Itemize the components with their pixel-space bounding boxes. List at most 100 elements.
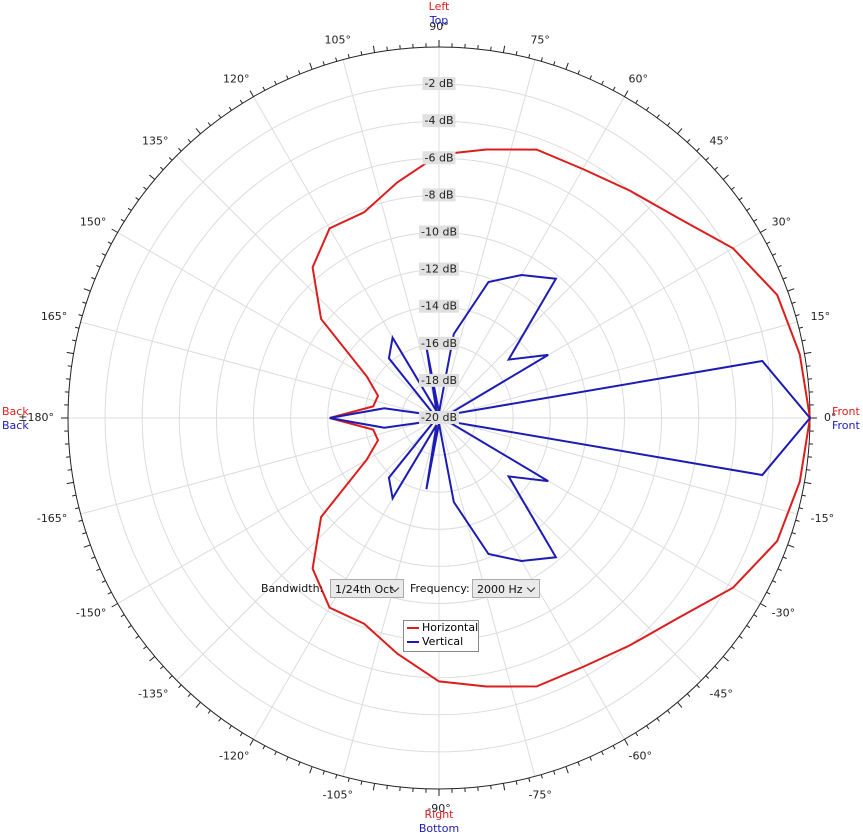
minor-tick xyxy=(589,75,592,80)
minor-tick xyxy=(107,241,112,245)
angle-tick-label: -30° xyxy=(772,607,795,620)
frequency-select[interactable]: 2000 Hz xyxy=(472,579,540,598)
minor-tick xyxy=(195,701,201,708)
minor-tick xyxy=(135,635,140,639)
legend-label: Vertical xyxy=(422,635,464,648)
angle-tick-label: 45° xyxy=(709,135,729,148)
angle-tick-label: -60° xyxy=(629,750,652,763)
minor-tick xyxy=(143,186,147,190)
minor-tick xyxy=(66,481,74,485)
minor-tick xyxy=(335,57,338,62)
minor-tick xyxy=(787,544,795,548)
minor-tick xyxy=(502,45,506,53)
minor-tick xyxy=(686,693,691,698)
angle-tick-label: -150° xyxy=(76,607,106,620)
minor-tick xyxy=(782,277,787,280)
r-tick-bg xyxy=(419,225,459,239)
minor-tick xyxy=(372,45,376,53)
minor-tick xyxy=(656,717,660,722)
minor-tick xyxy=(96,265,101,268)
grid-spoke xyxy=(342,59,440,419)
minor-tick xyxy=(777,265,782,268)
angle-tick-label: -120° xyxy=(219,750,249,763)
minor-tick xyxy=(83,288,91,292)
minor-tick xyxy=(686,138,691,143)
minor-tick xyxy=(791,301,796,304)
minor-tick xyxy=(386,46,388,51)
minor-tick xyxy=(82,301,87,304)
minor-tick xyxy=(347,777,350,782)
minor-tick xyxy=(298,761,301,766)
minor-tick xyxy=(262,86,266,91)
direction-label: Front xyxy=(832,405,861,418)
minor-tick xyxy=(515,780,518,785)
minor-tick xyxy=(804,351,812,355)
r-tick-bg xyxy=(422,114,456,128)
minor-tick xyxy=(91,277,96,280)
minor-tick xyxy=(553,770,556,775)
minor-tick xyxy=(72,339,77,342)
minor-tick xyxy=(635,732,639,737)
minor-tick xyxy=(753,218,758,222)
minor-tick xyxy=(101,580,106,583)
minor-tick xyxy=(127,625,132,629)
minor-tick xyxy=(635,99,639,104)
minor-tick xyxy=(565,766,569,774)
minor-tick xyxy=(782,556,787,559)
minor-tick xyxy=(75,507,80,510)
r-tick-bg xyxy=(419,411,459,424)
minor-tick xyxy=(83,544,91,548)
minor-tick xyxy=(228,106,232,111)
bandwidth-select[interactable]: 1/24th Oct xyxy=(330,579,404,598)
minor-tick xyxy=(502,783,506,791)
minor-tick xyxy=(187,693,192,698)
minor-tick xyxy=(528,777,531,782)
minor-tick xyxy=(120,614,125,618)
minor-tick xyxy=(249,739,254,746)
grid-spoke xyxy=(117,232,440,419)
minor-tick xyxy=(746,207,751,211)
minor-tick xyxy=(67,365,72,367)
minor-tick xyxy=(738,635,743,639)
minor-tick xyxy=(78,519,83,522)
minor-tick xyxy=(111,228,118,233)
minor-tick xyxy=(760,603,767,608)
minor-tick xyxy=(168,675,173,679)
minor-tick xyxy=(274,80,277,85)
minor-tick xyxy=(239,732,243,737)
minor-tick xyxy=(795,519,800,522)
grid-spoke xyxy=(176,155,440,419)
minor-tick xyxy=(801,339,806,342)
angle-tick-label: 105° xyxy=(325,33,352,46)
minor-tick xyxy=(309,62,313,70)
minor-tick xyxy=(72,494,77,497)
minor-tick xyxy=(772,580,777,583)
minor-tick xyxy=(111,603,118,608)
r-tick-bg xyxy=(422,77,456,91)
minor-tick xyxy=(490,46,492,51)
minor-tick xyxy=(772,253,777,256)
minor-tick xyxy=(249,90,254,97)
angle-tick-label: -45° xyxy=(709,687,732,700)
minor-tick xyxy=(159,166,164,171)
minor-tick xyxy=(601,80,604,85)
minor-tick xyxy=(565,62,569,70)
minor-tick xyxy=(159,665,164,670)
minor-tick xyxy=(806,469,811,471)
minor-tick xyxy=(66,351,74,355)
direction-label: Left xyxy=(429,0,450,13)
minor-tick xyxy=(731,646,735,650)
minor-tick xyxy=(553,61,556,66)
angle-tick-label: 135° xyxy=(142,135,169,148)
series-line xyxy=(329,273,812,563)
minor-tick xyxy=(218,717,222,722)
minor-tick xyxy=(714,166,719,171)
minor-tick xyxy=(322,770,325,775)
minor-tick xyxy=(760,228,767,233)
minor-tick xyxy=(298,70,301,75)
minor-tick xyxy=(309,766,313,774)
minor-tick xyxy=(804,481,812,485)
r-tick-bg xyxy=(419,373,459,387)
